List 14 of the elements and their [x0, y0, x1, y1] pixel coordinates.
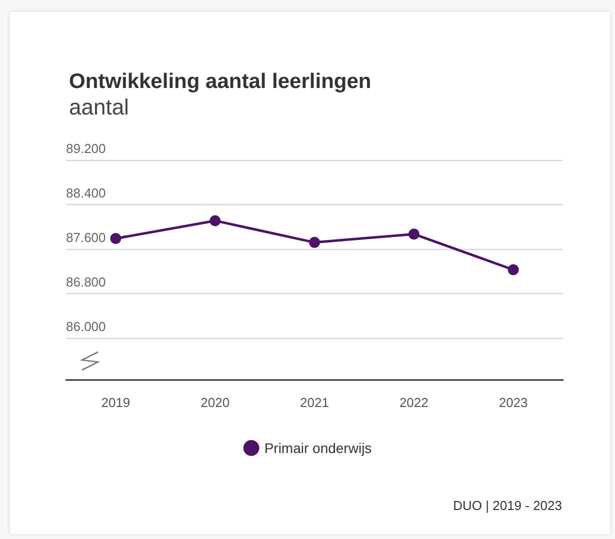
chart-title: Ontwikkeling aantal leerlingen [69, 70, 372, 93]
x-tick-label: 2023 [498, 395, 528, 410]
y-tick-label: 88.400 [66, 186, 106, 201]
x-tick-label: 2022 [399, 395, 428, 410]
y-tick-label: 89.200 [66, 141, 106, 156]
text: DUO | 2019 - 2023 [453, 498, 562, 513]
x-tick-label: 2019 [101, 395, 130, 410]
x-tick-label: 2021 [300, 395, 329, 410]
legend-label: Primair onderwijs [264, 440, 372, 456]
y-tick-label: 86.800 [66, 274, 106, 290]
chart-subtitle: aantal [69, 94, 129, 120]
y-tick-label: 87.600 [66, 230, 106, 246]
y-tick-label: 86.000 [66, 319, 106, 334]
x-tick-label: 2020 [200, 395, 230, 410]
